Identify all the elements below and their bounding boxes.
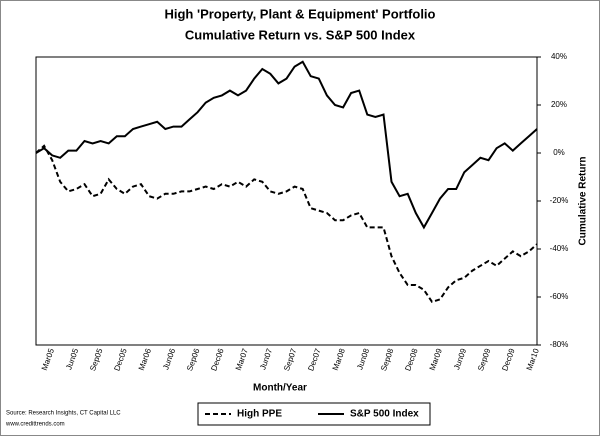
website-note: www.credittrends.com	[5, 422, 65, 428]
y-axis-title: Cumulative Return	[578, 157, 589, 246]
series-line	[35, 60, 538, 230]
x-axis-title: Month/Year	[253, 383, 307, 394]
legend	[197, 402, 431, 426]
chart-title: High 'Property, Plant & Equipment' Portf…	[164, 6, 435, 21]
y-tick-label: 20%	[551, 100, 567, 109]
y-tick-label: -20%	[550, 196, 569, 205]
legend-label: High PPE	[237, 409, 282, 420]
legend-label: S&P 500 Index	[350, 409, 419, 420]
series-line	[35, 144, 538, 303]
y-tick-label: -60%	[550, 292, 569, 301]
y-tick-label: 0%	[553, 148, 565, 157]
y-tick-label: 40%	[551, 52, 567, 61]
source-note: Source: Research Insights, CT Capital LL…	[6, 411, 121, 417]
chart-subtitle: Cumulative Return vs. S&P 500 Index	[185, 27, 416, 42]
y-tick-label: -40%	[550, 244, 569, 253]
y-tick-label: -80%	[550, 340, 569, 349]
